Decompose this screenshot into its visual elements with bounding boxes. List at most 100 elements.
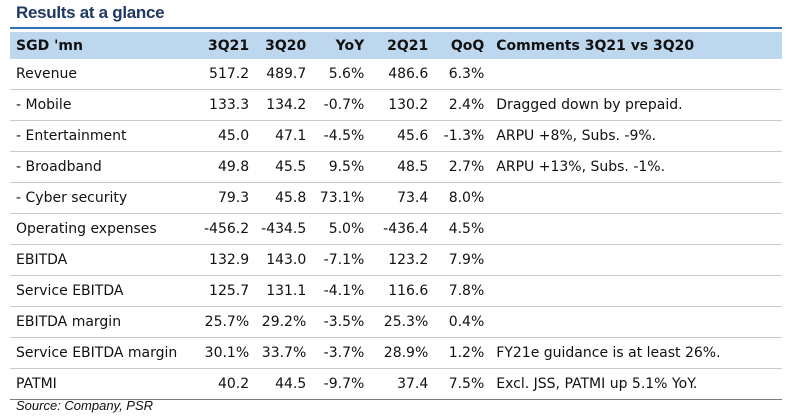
cell-3q21: 132.9 [198,244,256,276]
header-qoq: QoQ [450,37,485,54]
row-label: Service EBITDA [10,275,198,307]
cell-2q21: 45.6 [370,120,435,152]
cell-qoq: -1.3% [434,120,491,152]
row-label: - Broadband [10,151,198,183]
table-header-row: SGD 'mn 3Q21 3Q20 YoY 2Q21 QoQ Comments … [10,32,782,59]
cell-yoy: -9.7% [312,368,371,400]
table-row: Service EBITDA margin 30.1% 33.7% -3.7% 28.9… [10,337,782,369]
cell-2q21: 48.5 [370,151,435,183]
cell-3q20: 489.7 [255,59,313,90]
cell-3q21: 133.3 [198,89,256,121]
cell-3q20: 47.1 [255,120,313,152]
table-row: - Cyber security 79.3 45.8 73.1% 73.4 8.0% [10,182,782,214]
cell-2q21: 123.2 [370,244,435,276]
cell-3q20: 143.0 [255,244,313,276]
cell-3q21: 25.7% [198,306,256,338]
cell-yoy: -3.5% [312,306,371,338]
table-row: EBITDA margin 25.7% 29.2% -3.5% 25.3% 0.4% [10,306,782,338]
cell-qoq: 7.9% [434,244,491,276]
header-2q21: 2Q21 [387,37,429,54]
cell-yoy: -4.1% [312,275,371,307]
cell-comment [490,244,782,276]
cell-yoy: -0.7% [312,89,371,121]
cell-comment: ARPU +13%, Subs. -1%. [490,151,782,183]
cell-comment: Excl. JSS, PATMI up 5.1% YoY. [490,368,782,400]
row-label: - Entertainment [10,120,198,152]
cell-3q21: 49.8 [198,151,256,183]
cell-2q21: -436.4 [370,213,435,245]
cell-yoy: 5.0% [312,213,371,245]
cell-comment [490,182,782,214]
header-3q21: 3Q21 [208,37,250,54]
cell-qoq: 7.8% [434,275,491,307]
cell-comment [490,59,782,90]
cell-3q20: -434.5 [255,213,313,245]
cell-3q20: 131.1 [255,275,313,307]
table-row: Revenue 517.2 489.7 5.6% 486.6 6.3% [10,59,782,90]
table-body: Revenue 517.2 489.7 5.6% 486.6 6.3% - Mobile 1… [10,59,782,400]
cell-comment [490,275,782,307]
cell-qoq: 7.5% [434,368,491,400]
cell-qoq: 1.2% [434,337,491,369]
cell-2q21: 25.3% [370,306,435,338]
table-row: - Entertainment 45.0 47.1 -4.5% 45.6 -1.3% ARP… [10,120,782,152]
cell-3q20: 45.8 [255,182,313,214]
cell-3q21: 79.3 [198,182,256,214]
header-label: SGD 'mn [16,37,83,54]
cell-2q21: 28.9% [370,337,435,369]
row-label: Operating expenses [10,213,198,245]
cell-3q20: 134.2 [255,89,313,121]
cell-yoy: 73.1% [312,182,371,214]
cell-3q21: 30.1% [198,337,256,369]
cell-3q21: 40.2 [198,368,256,400]
cell-3q21: 517.2 [198,59,256,90]
cell-qoq: 6.3% [434,59,491,90]
cell-2q21: 37.4 [370,368,435,400]
cell-qoq: 0.4% [434,306,491,338]
cell-comment [490,213,782,245]
cell-3q21: 125.7 [198,275,256,307]
row-label: - Cyber security [10,182,198,214]
cell-yoy: -4.5% [312,120,371,152]
cell-yoy: 9.5% [312,151,371,183]
title-divider [10,27,782,29]
cell-3q21: 45.0 [198,120,256,152]
table-row: Operating expenses -456.2 -434.5 5.0% -436.4… [10,213,782,245]
table-row: PATMI 40.2 44.5 -9.7% 37.4 7.5% Excl. JSS, PAT… [10,368,782,400]
row-label: PATMI [10,368,198,400]
cell-comment: Dragged down by prepaid. [490,89,782,121]
cell-2q21: 116.6 [370,275,435,307]
header-3q20: 3Q20 [265,37,307,54]
row-label: Revenue [10,59,198,90]
cell-2q21: 73.4 [370,182,435,214]
cell-3q20: 33.7% [255,337,313,369]
table-row: EBITDA 132.9 143.0 -7.1% 123.2 7.9% [10,244,782,276]
cell-comment [490,306,782,338]
header-yoy: YoY [335,37,365,54]
page-title: Results at a glance [16,3,165,22]
row-label: EBITDA [10,244,198,276]
cell-yoy: -7.1% [312,244,371,276]
cell-comment: ARPU +8%, Subs. -9%. [490,120,782,152]
table-row: Service EBITDA 125.7 131.1 -4.1% 116.6 7.8% [10,275,782,307]
cell-3q20: 44.5 [255,368,313,400]
row-label: EBITDA margin [10,306,198,338]
cell-3q20: 45.5 [255,151,313,183]
cell-qoq: 2.7% [434,151,491,183]
cell-yoy: -3.7% [312,337,371,369]
table-row: - Broadband 49.8 45.5 9.5% 48.5 2.7% ARPU +13%… [10,151,782,183]
cell-yoy: 5.6% [312,59,371,90]
cell-2q21: 130.2 [370,89,435,121]
row-label: - Mobile [10,89,198,121]
header-comments: Comments 3Q21 vs 3Q20 [496,37,695,54]
cell-comment: FY21e guidance is at least 26%. [490,337,782,369]
cell-qoq: 4.5% [434,213,491,245]
cell-qoq: 2.4% [434,89,491,121]
cell-qoq: 8.0% [434,182,491,214]
results-table: SGD 'mn 3Q21 3Q20 YoY 2Q21 QoQ Comments … [10,32,782,400]
cell-3q21: -456.2 [198,213,256,245]
cell-3q20: 29.2% [255,306,313,338]
row-label: Service EBITDA margin [10,337,198,369]
cell-2q21: 486.6 [370,59,435,90]
source-note: Source: Company, PSR [16,398,154,413]
